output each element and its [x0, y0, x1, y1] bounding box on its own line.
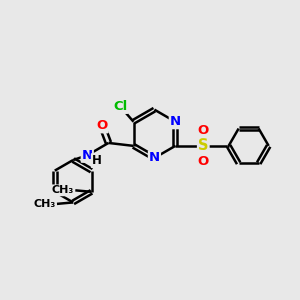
Text: N: N: [149, 152, 160, 164]
Text: CH₃: CH₃: [52, 185, 74, 195]
Text: N: N: [170, 115, 181, 128]
Text: O: O: [198, 124, 209, 137]
Text: CH₃: CH₃: [33, 199, 56, 209]
Text: H: H: [92, 154, 102, 167]
Text: Cl: Cl: [113, 100, 127, 113]
Text: O: O: [96, 119, 108, 132]
Text: N: N: [82, 149, 93, 162]
Text: O: O: [198, 155, 209, 168]
Text: S: S: [198, 138, 208, 153]
